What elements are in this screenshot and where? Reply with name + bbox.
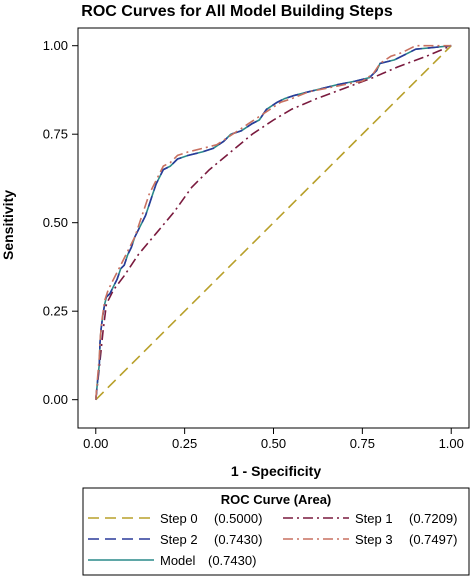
legend-series-area: (0.7430) (214, 532, 262, 547)
plot-frame (77, 27, 470, 429)
x-tick-label: 0.50 (261, 436, 286, 451)
y-tick-label: 0.25 (43, 304, 68, 319)
x-axis-label: 1 - Specificity (231, 463, 321, 479)
y-tick-label: 0.50 (43, 215, 68, 230)
series-lines (95, 44, 452, 401)
x-tick-label: 0.25 (172, 436, 197, 451)
series-line-step-3 (95, 44, 452, 400)
legend-series-area: (0.7430) (208, 553, 256, 568)
legend-series-area: (0.5000) (214, 511, 262, 526)
y-tick-label: 0.00 (43, 392, 68, 407)
x-tick-label: 1.00 (439, 436, 464, 451)
legend: ROC Curve (Area) Step 0 (0.5000) Step 1 (0.… (82, 487, 470, 576)
y-axis-label: Sensitivity (0, 190, 16, 260)
legend-series-name: Model (160, 553, 196, 568)
legend-title: ROC Curve (Area) (221, 492, 332, 507)
series-line-step-0 (95, 45, 452, 401)
y-tick-label: 0.75 (43, 127, 68, 142)
legend-series-name: Step 3 (355, 532, 393, 547)
series-line-step-2 (95, 44, 452, 400)
axes: 0.00 0.25 0.50 0.75 1.00 0.00 0.25 0.50 0.75 1.00 (43, 27, 470, 451)
legend-series-area: (0.7209) (409, 511, 457, 526)
x-tick-label: 0.75 (350, 436, 375, 451)
chart-title: ROC Curves for All Model Building Steps (81, 3, 393, 20)
legend-series-name: Step 2 (160, 532, 198, 547)
x-tick-label: 0.00 (83, 436, 108, 451)
legend-series-area: (0.7497) (409, 532, 457, 547)
legend-series-name: Step 1 (355, 511, 393, 526)
legend-series-name: Step 0 (160, 511, 198, 526)
y-tick-label: 1.00 (43, 38, 68, 53)
